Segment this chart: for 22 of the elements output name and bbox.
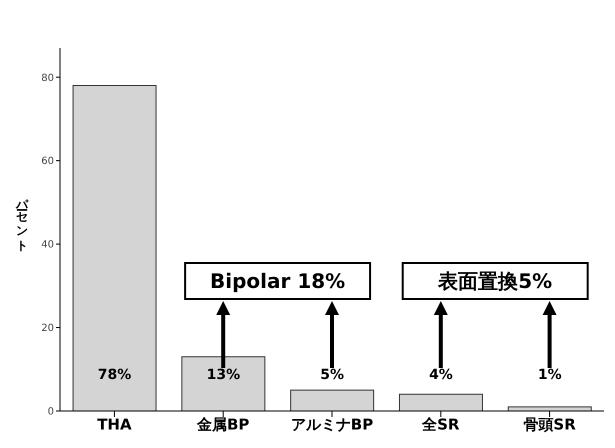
y-tick-label: 40 bbox=[41, 240, 54, 251]
annotation: 表面置換5% bbox=[437, 269, 552, 293]
x-tick-label: アルミナBP bbox=[290, 416, 374, 434]
x-tick-label: 全SR bbox=[421, 416, 460, 434]
y-tick-label: 60 bbox=[41, 156, 54, 168]
bar bbox=[290, 390, 374, 411]
x-tick-label: 金属BP bbox=[196, 416, 250, 434]
y-tick-label: 0 bbox=[48, 406, 54, 418]
annotation: Bipolar 18% bbox=[210, 269, 346, 293]
x-tick-label: THA bbox=[97, 416, 132, 434]
data-label: 13% bbox=[206, 367, 240, 383]
bar bbox=[72, 85, 157, 411]
y-axis-title: パーセント bbox=[15, 190, 29, 252]
bar bbox=[181, 356, 266, 411]
data-label: 1% bbox=[538, 367, 562, 383]
y-tick-label: 20 bbox=[41, 323, 54, 334]
x-tick-label: 骨頭SR bbox=[523, 416, 576, 434]
data-label: 78% bbox=[98, 367, 132, 383]
y-tick-label: 80 bbox=[41, 72, 54, 84]
data-label: 4% bbox=[429, 367, 453, 383]
bar bbox=[398, 394, 483, 411]
data-label: 5% bbox=[320, 367, 344, 383]
